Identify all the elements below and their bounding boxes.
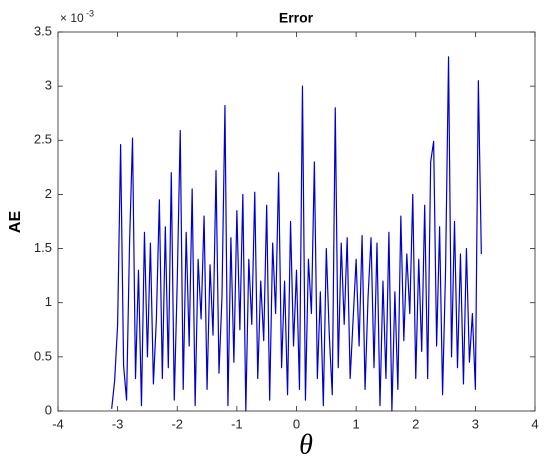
y-tick-label: 0: [45, 402, 52, 417]
x-tick-label: 3: [472, 416, 479, 431]
x-tick-label: -2: [171, 416, 183, 431]
y-multiplier: × 10: [60, 11, 84, 25]
data-line: [111, 56, 482, 412]
x-tick-label: 2: [412, 416, 419, 431]
x-tick-label: 4: [531, 416, 538, 431]
x-tick-label: -3: [112, 416, 124, 431]
y-tick-label: 1.5: [34, 240, 52, 255]
x-axis-label: θ: [299, 429, 313, 460]
y-axis-label: AE: [7, 211, 24, 234]
x-tick-label: -4: [52, 416, 64, 431]
y-tick-label: 2: [45, 186, 52, 201]
y-tick-label: 1: [45, 294, 52, 309]
x-tick-label: -1: [231, 416, 243, 431]
y-tick-label: 3.5: [34, 23, 52, 38]
plot-area: [58, 32, 535, 411]
y-tick-label: 2.5: [34, 132, 52, 147]
x-tick-label: 0: [293, 416, 300, 431]
x-tick-label: 1: [353, 416, 360, 431]
y-multiplier-exponent: -3: [86, 8, 94, 18]
y-tick-label: 0.5: [34, 348, 52, 363]
y-tick-label: 3: [45, 78, 52, 93]
chart-title: Error: [279, 10, 314, 26]
